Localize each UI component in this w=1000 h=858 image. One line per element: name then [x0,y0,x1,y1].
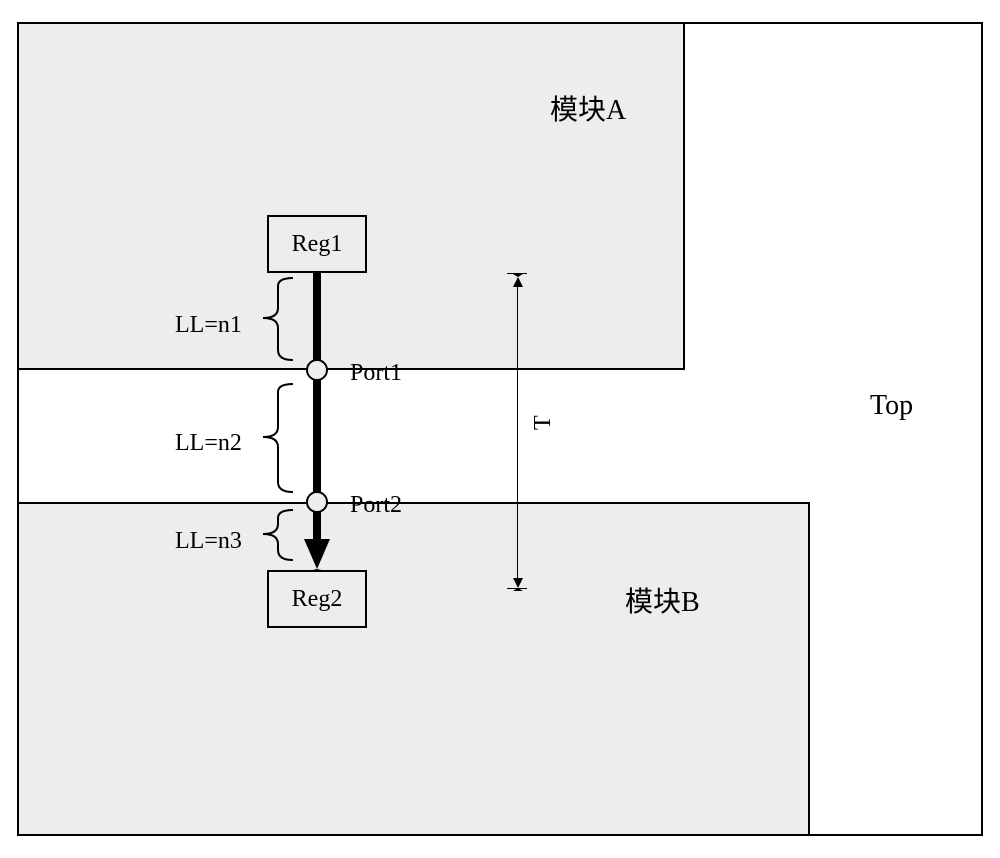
top-region-label: Top [870,390,913,422]
reg1-box: Reg1 [267,215,367,273]
reg1-label: Reg1 [292,231,343,258]
dimension-t-label: T [530,415,557,430]
port1-label: Port1 [350,360,402,387]
module-a-label: 模块A [550,88,626,128]
brace-n2 [263,382,297,496]
brace-n3 [263,508,297,564]
ll-n2-label: LL=n2 [175,430,242,457]
brace-n1 [263,276,297,364]
module-b [17,502,810,836]
port1-dot [306,359,328,381]
signal-path-arrowhead [304,539,330,572]
reg2-label: Reg2 [292,586,343,613]
ll-n1-label: LL=n1 [175,312,242,339]
dimension-t-line [517,283,518,578]
diagram-canvas: 模块A 模块B Top Reg1 Reg2 Port1 Port2 LL=n1 … [0,0,1000,858]
module-a [17,22,685,370]
dimension-t-arrow-top [513,274,523,287]
module-b-label: 模块B [625,580,700,620]
port2-dot [306,491,328,513]
dimension-t-arrow-bot [513,578,523,591]
ll-n3-label: LL=n3 [175,528,242,555]
reg2-box: Reg2 [267,570,367,628]
port2-label: Port2 [350,492,402,519]
